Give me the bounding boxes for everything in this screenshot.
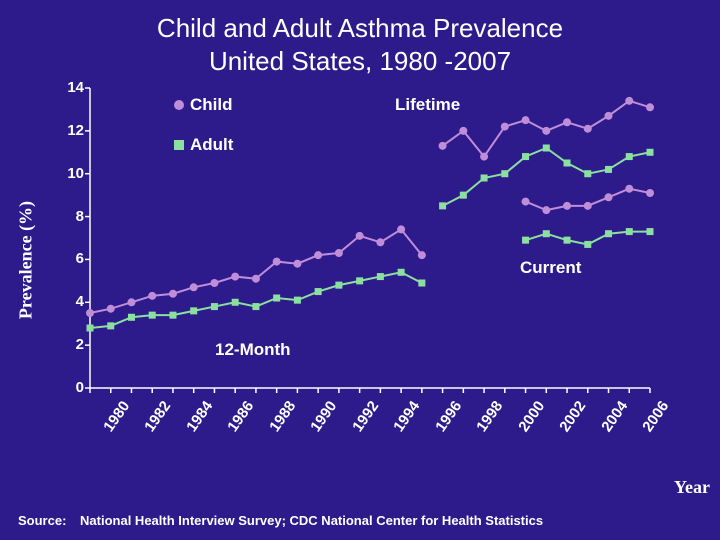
x-axis-label: Year <box>674 477 710 498</box>
circle-icon <box>174 100 184 110</box>
source-label: Source: <box>18 513 66 528</box>
y-tick-label: 14 <box>54 79 84 96</box>
legend-adult-label: Adult <box>190 135 233 155</box>
legend-child-label: Child <box>190 95 233 115</box>
annotation-current: Current <box>520 258 581 278</box>
square-icon <box>174 140 184 150</box>
legend-child: Child <box>174 95 233 115</box>
y-tick-label: 12 <box>54 122 84 139</box>
y-tick-label: 10 <box>54 165 84 182</box>
source-text: National Health Interview Survey; CDC Na… <box>80 513 543 528</box>
y-tick-label: 6 <box>54 250 84 267</box>
annotation-lifetime: Lifetime <box>395 95 460 115</box>
y-tick-label: 8 <box>54 208 84 225</box>
title-line-1: Child and Adult Asthma Prevalence <box>157 13 563 43</box>
chart-area: 0246810121419801982198419861988199019921… <box>54 88 666 468</box>
y-axis-label: Prevalence (%) <box>16 201 37 319</box>
source-citation: Source: National Health Interview Survey… <box>18 513 543 528</box>
legend-adult: Adult <box>174 135 233 155</box>
y-tick-label: 2 <box>54 336 84 353</box>
annotation-12month: 12-Month <box>215 340 291 360</box>
y-tick-label: 0 <box>54 379 84 396</box>
chart-title: Child and Adult Asthma Prevalence United… <box>0 12 720 77</box>
y-tick-label: 4 <box>54 293 84 310</box>
title-line-2: United States, 1980 -2007 <box>209 46 511 76</box>
